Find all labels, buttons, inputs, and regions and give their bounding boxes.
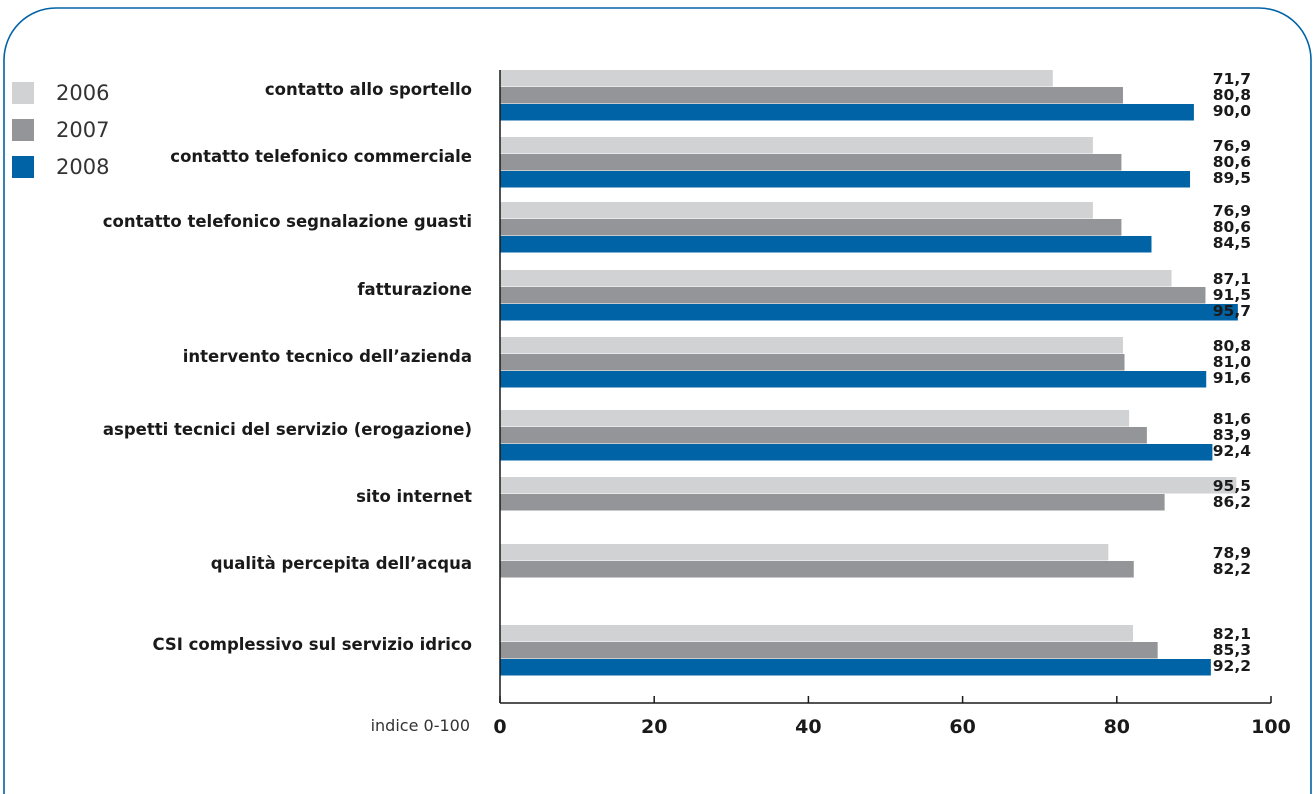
bar-2008: [500, 659, 1211, 676]
value-label: 86,2: [1213, 493, 1251, 511]
legend-swatch: [12, 155, 34, 178]
value-label: 91,6: [1213, 369, 1251, 387]
bar-2007: [500, 154, 1122, 171]
bar-2007: [500, 642, 1158, 659]
legend-label: 2006: [56, 80, 110, 105]
value-label: 78,9: [1213, 544, 1251, 562]
value-label: 76,9: [1213, 137, 1251, 155]
bar-2006: [500, 70, 1053, 87]
legend-item-2006: 2006: [12, 74, 109, 111]
value-label: 81,6: [1213, 410, 1251, 428]
x-tick-label: 100: [1251, 716, 1291, 738]
category-label: CSI complessivo sul servizio idrico: [152, 635, 472, 654]
value-label: 83,9: [1213, 426, 1251, 444]
bar-2008: [500, 304, 1238, 321]
x-tick-label: 0: [493, 716, 506, 738]
bar-2006: [500, 337, 1123, 354]
bar-2008: [500, 444, 1213, 461]
bar-2006: [500, 202, 1093, 219]
value-label: 80,6: [1213, 153, 1251, 171]
x-tick-label: 60: [949, 716, 975, 738]
legend-item-2007: 2007: [12, 111, 109, 148]
value-label: 92,2: [1213, 657, 1251, 675]
x-tick-label: 40: [795, 716, 821, 738]
value-label: 71,7: [1213, 70, 1251, 88]
category-label: qualità percepita dell’acqua: [211, 554, 472, 573]
value-label: 82,1: [1213, 625, 1251, 643]
value-label: 85,3: [1213, 641, 1251, 659]
value-label: 95,5: [1213, 477, 1251, 495]
value-label: 80,8: [1213, 337, 1251, 355]
value-label: 80,6: [1213, 218, 1251, 236]
legend-item-2008: 2008: [12, 148, 109, 185]
value-label: 76,9: [1213, 202, 1251, 220]
value-label: 90,0: [1213, 102, 1251, 120]
value-label: 80,8: [1213, 86, 1251, 104]
value-label: 91,5: [1213, 286, 1251, 304]
bar-2008: [500, 371, 1207, 388]
value-label: 87,1: [1213, 270, 1251, 288]
x-axis-unit-label: indice 0-100: [371, 716, 470, 735]
value-label: 92,4: [1213, 442, 1251, 460]
category-label: sito internet: [356, 487, 472, 506]
bar-2006: [500, 270, 1172, 287]
value-label: 81,0: [1213, 353, 1251, 371]
x-tick-label: 80: [1104, 716, 1130, 738]
bar-2007: [500, 87, 1123, 104]
bar-2006: [500, 410, 1130, 427]
value-label: 95,7: [1213, 302, 1251, 320]
value-label: 84,5: [1213, 234, 1251, 252]
legend-swatch: [12, 118, 34, 141]
x-tick-label: 20: [641, 716, 667, 738]
bar-2007: [500, 494, 1165, 511]
legend-label: 2008: [56, 154, 110, 179]
value-label: 82,2: [1213, 560, 1251, 578]
bar-2006: [500, 625, 1133, 642]
bar-2007: [500, 287, 1206, 304]
bar-2008: [500, 104, 1194, 121]
category-label: fatturazione: [357, 280, 472, 299]
category-label: intervento tecnico dell’azienda: [183, 347, 472, 366]
bar-2007: [500, 219, 1122, 236]
bar-2008: [500, 171, 1191, 188]
category-label: contatto telefonico segnalazione guasti: [103, 212, 472, 231]
bar-2007: [500, 561, 1134, 578]
legend-label: 2007: [56, 117, 110, 142]
category-label: contatto allo sportello: [265, 80, 472, 99]
legend: 2006 2007 2008: [12, 74, 109, 185]
frame-border: [3, 7, 1312, 794]
legend-swatch: [12, 81, 34, 104]
bar-2006: [500, 137, 1093, 154]
bar-2006: [500, 477, 1237, 494]
category-label: contatto telefonico commerciale: [170, 147, 472, 166]
bar-2007: [500, 354, 1125, 371]
category-label: aspetti tecnici del servizio (erogazione…: [103, 420, 472, 439]
bar-2008: [500, 236, 1152, 253]
bar-2007: [500, 427, 1147, 444]
bar-2006: [500, 544, 1109, 561]
value-label: 89,5: [1213, 169, 1251, 187]
